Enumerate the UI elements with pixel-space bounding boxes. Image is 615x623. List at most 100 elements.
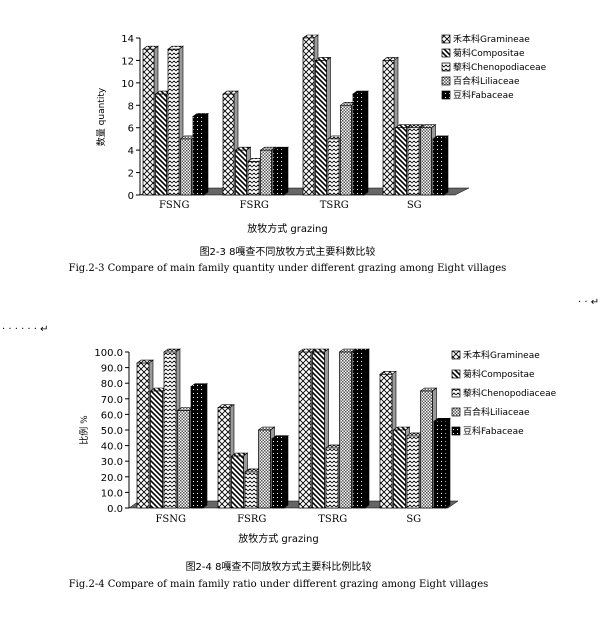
bar: [272, 149, 285, 196]
y-tick-label: 100.0: [94, 348, 123, 359]
x-category-label: FSRG: [237, 514, 266, 525]
bar-side: [443, 135, 449, 196]
bar: [247, 161, 260, 196]
bar: [244, 471, 258, 509]
y-axis-label: 比例 %: [78, 415, 90, 445]
bar: [352, 93, 365, 196]
bar: [177, 410, 190, 509]
chart-title-cn: 图2-4 8嘎查不同放牧方式主要科比例比较: [186, 560, 372, 573]
y-tick-label: 14: [121, 34, 134, 45]
legend-label: 菊科Compositae: [463, 368, 535, 380]
legend-swatch: [441, 62, 451, 72]
legend-swatch: [451, 426, 461, 436]
x-category-label: SG: [407, 200, 422, 211]
y-tick-label: 2: [128, 169, 134, 180]
bar: [340, 104, 352, 196]
chart-title-cn: 图2-3 8嘎查不同放牧方式主要科数比较: [200, 245, 376, 258]
legend-swatch: [451, 369, 461, 379]
legend-label: 豆科Fabaceae: [453, 89, 514, 101]
y-tick-label: 70.0: [101, 395, 123, 406]
y-tick-label: 10: [121, 79, 134, 90]
bar-side: [364, 348, 370, 509]
bar: [180, 138, 192, 196]
chart-family-ratio: 0.0 10.0 20.0 30.0 40.0 50.0 60.0 70.0 80.0 90.0 1…: [69, 348, 557, 590]
bar: [142, 48, 155, 196]
x-category-label: SG: [406, 514, 421, 525]
bar: [395, 127, 407, 196]
y-tick-label: 20.0: [101, 473, 123, 484]
legend-label: 豆科Fabaceae: [463, 425, 524, 437]
bar: [150, 390, 163, 509]
bar: [167, 48, 180, 196]
bar-side: [202, 383, 208, 509]
bar: [393, 429, 406, 509]
bar: [420, 390, 433, 509]
legend-label: 菊科Compositae: [453, 47, 525, 59]
bar: [235, 149, 247, 196]
bar: [258, 429, 271, 509]
bar: [271, 438, 285, 509]
chart-title-en: Fig.2-4 Compare of main family ratio und…: [69, 579, 489, 590]
y-tick-label: 8: [128, 101, 134, 112]
bar: [136, 362, 150, 509]
bar: [433, 420, 447, 509]
y-tick-label: 50.0: [101, 426, 123, 437]
legend-label: 百合科Liliaceae: [463, 406, 530, 418]
legend-swatch: [441, 90, 451, 100]
bar: [222, 93, 235, 196]
y-axis-label: 数量 quantity: [95, 87, 107, 146]
x-axis-label: 放牧方式 grazing: [247, 222, 327, 235]
bar: [382, 60, 395, 196]
legend-swatch: [451, 407, 461, 417]
y-tick-label: 10.0: [101, 488, 123, 499]
bar: [327, 138, 340, 196]
legend-label: 禾本科Gramineae: [453, 33, 530, 45]
x-category-label: FSRG: [240, 200, 269, 211]
bar: [217, 407, 231, 509]
bar: [298, 351, 312, 509]
x-category-label: TSRG: [320, 200, 349, 211]
bar: [163, 351, 177, 509]
chart-title-en: Fig.2-3 Compare of main family quantity …: [69, 263, 507, 274]
y-tick-label: 4: [128, 146, 134, 157]
decor-dots-left: · · · · · · ↵: [2, 324, 49, 335]
bar: [406, 435, 420, 509]
bar: [352, 351, 366, 509]
bar-side: [283, 435, 289, 509]
bar: [231, 455, 244, 509]
legend-swatch: [441, 34, 451, 44]
bar-side: [203, 112, 209, 196]
bar: [312, 351, 325, 509]
bar-side: [283, 146, 289, 196]
y-tick-label: 12: [121, 56, 134, 67]
bar: [379, 373, 393, 509]
y-tick-label: 60.0: [101, 410, 123, 421]
x-axis-label: 放牧方式 grazing: [238, 532, 318, 545]
legend-swatch: [441, 48, 451, 58]
decor-dots-right: · · ↵: [578, 297, 599, 308]
y-tick-label: 30.0: [101, 457, 123, 468]
bar: [420, 127, 432, 196]
bar: [407, 127, 420, 196]
legend-label: 禾本科Gramineae: [463, 349, 540, 361]
chart-family-quantity: 0 2 4 6 8 10 12 14 数量 quantity FSNG FSRG TSRG SG 禾本科G…: [69, 33, 547, 274]
y-tick-label: 0: [128, 191, 134, 202]
y-tick-label: 6: [128, 124, 134, 135]
legend-label: 藜科Chenopodiaceae: [453, 61, 547, 73]
x-category-label: FSNG: [155, 514, 186, 525]
x-category-label: TSRG: [318, 514, 347, 525]
bar: [260, 149, 272, 196]
y-tick-label: 80.0: [101, 379, 123, 390]
legend-swatch: [441, 76, 451, 86]
bar: [192, 116, 205, 196]
legend-label: 百合科Liliaceae: [453, 75, 520, 87]
legend-swatch: [451, 350, 461, 360]
bar: [339, 351, 352, 509]
bar-side: [363, 90, 369, 196]
bar: [190, 386, 204, 509]
legend-swatch: [451, 388, 461, 398]
bar: [325, 447, 339, 509]
bar: [155, 93, 167, 196]
legend-label: 藜科Chenopodiaceae: [463, 387, 557, 399]
